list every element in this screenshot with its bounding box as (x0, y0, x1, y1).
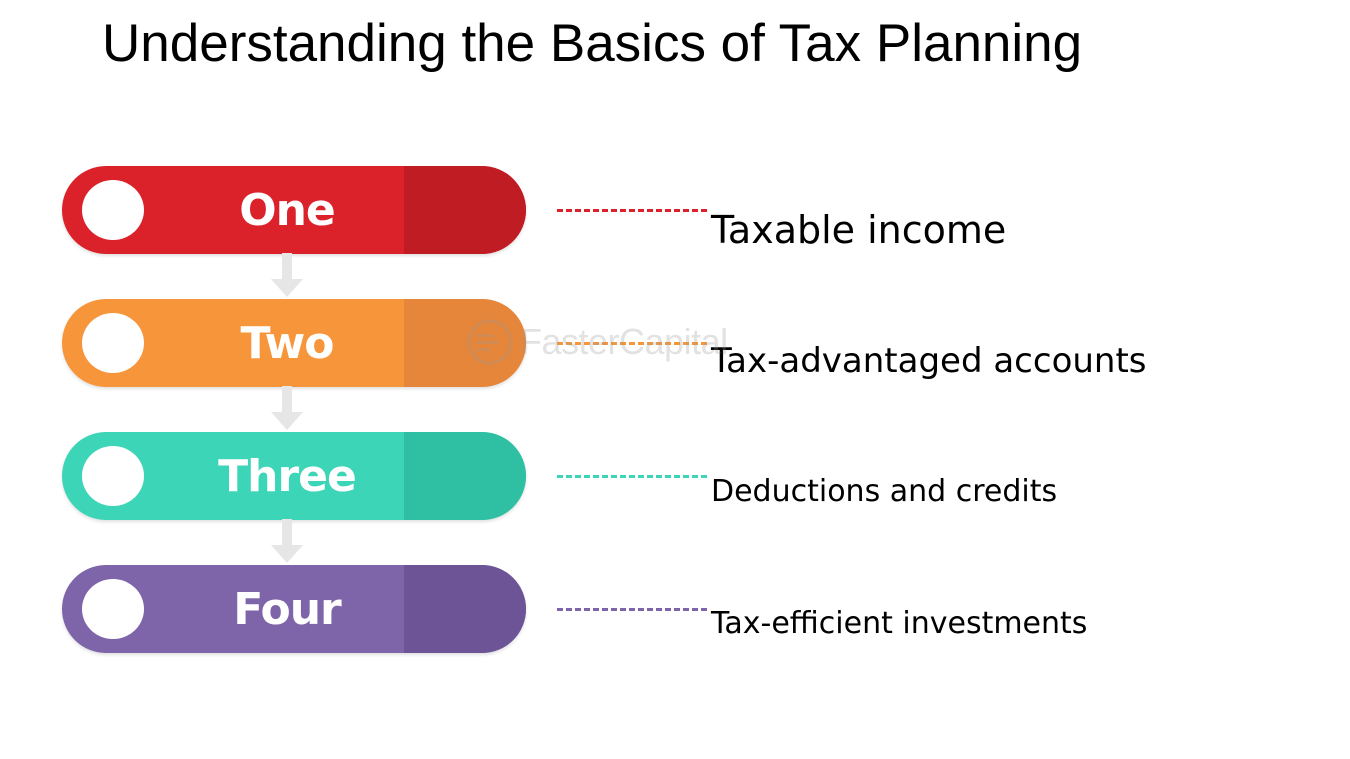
step-four-pill: Four (62, 565, 526, 653)
step-three-leader-line (557, 475, 707, 478)
step-four-circle (82, 579, 144, 639)
step-three-label: Three (218, 450, 357, 502)
step-two-leader-line (557, 342, 707, 345)
connector-arrow-one-two (271, 253, 303, 297)
step-four-leader-line (557, 608, 707, 611)
step-three-description: Deductions and credits (711, 474, 1058, 509)
step-two-description: Tax-advantaged accounts (711, 341, 1147, 381)
step-two-pill: Two (62, 299, 526, 387)
step-two-label: Two (240, 317, 334, 369)
step-one-label: One (239, 184, 336, 236)
step-one-leader-line (557, 209, 707, 212)
connector-arrow-three-four (271, 519, 303, 563)
step-two-pill-shade (404, 299, 526, 387)
step-one-pill-shade (404, 166, 526, 254)
step-three-pill-shade (404, 432, 526, 520)
step-two-circle (82, 313, 144, 373)
step-three-pill: Three (62, 432, 526, 520)
step-one-description: Taxable income (711, 208, 1007, 252)
step-one-pill: One (62, 166, 526, 254)
step-three-circle (82, 446, 144, 506)
step-four-label: Four (233, 583, 342, 635)
step-one-circle (82, 180, 144, 240)
page-title: Understanding the Basics of Tax Planning (102, 14, 1083, 73)
step-four-description: Tax-efficient investments (711, 606, 1088, 641)
step-four-pill-shade (404, 565, 526, 653)
connector-arrow-two-three (271, 386, 303, 430)
